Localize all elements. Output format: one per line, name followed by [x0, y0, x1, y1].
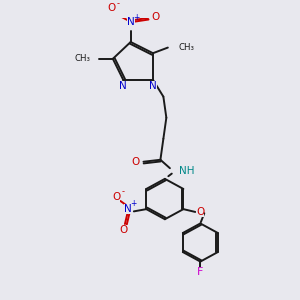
- Text: O: O: [119, 225, 128, 235]
- Text: F: F: [197, 267, 203, 277]
- Text: +: +: [133, 13, 139, 22]
- Text: O: O: [196, 207, 205, 217]
- Text: N: N: [149, 81, 157, 91]
- Text: O: O: [151, 12, 159, 22]
- Text: -: -: [116, 0, 119, 8]
- Text: NH: NH: [179, 166, 194, 176]
- Text: O: O: [112, 192, 120, 202]
- Text: N: N: [119, 81, 127, 91]
- Text: -: -: [121, 187, 124, 196]
- Text: O: O: [132, 157, 140, 167]
- Text: N: N: [127, 17, 135, 27]
- Text: N: N: [124, 204, 132, 214]
- Text: CH₃: CH₃: [75, 54, 91, 63]
- Text: O: O: [107, 3, 116, 13]
- Text: CH₃: CH₃: [178, 43, 194, 52]
- Text: +: +: [131, 199, 137, 208]
